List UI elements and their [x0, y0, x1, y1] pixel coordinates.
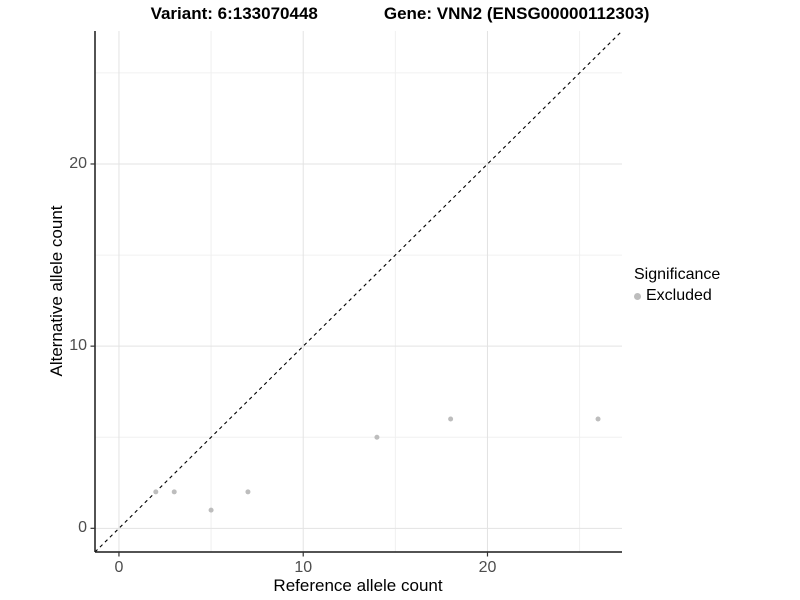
y-axis-title: Alternative allele count	[47, 205, 66, 377]
x-tick-label: 10	[294, 559, 313, 576]
x-tick-label: 20	[478, 559, 497, 576]
data-point	[595, 416, 601, 422]
gene-title: Gene: VNN2 (ENSG00000112303)	[383, 4, 650, 23]
data-point	[208, 507, 214, 513]
legend-title: Significance	[634, 266, 721, 283]
legend-key-dot-icon	[634, 292, 641, 300]
y-tick-label: 10	[69, 337, 87, 355]
y-tick-label: 20	[69, 154, 87, 172]
data-point	[374, 434, 380, 440]
data-point	[245, 489, 251, 495]
legend-item-excluded: Excluded	[634, 287, 720, 305]
data-point	[171, 489, 177, 495]
y-tick-label: 0	[78, 519, 87, 537]
identity-reference-line	[94, 30, 623, 553]
legend-item-label: Excluded	[646, 287, 712, 304]
data-point	[153, 489, 159, 495]
plot-title: Variant: 6:133070448 Gene: VNN2 (ENSG000…	[0, 4, 800, 24]
legend: Significance Excluded	[634, 266, 720, 305]
data-point	[448, 416, 454, 422]
variant-title: Variant: 6:133070448	[150, 4, 318, 23]
x-tick-label: 0	[114, 559, 124, 576]
x-axis-title: Reference allele count	[273, 576, 443, 595]
